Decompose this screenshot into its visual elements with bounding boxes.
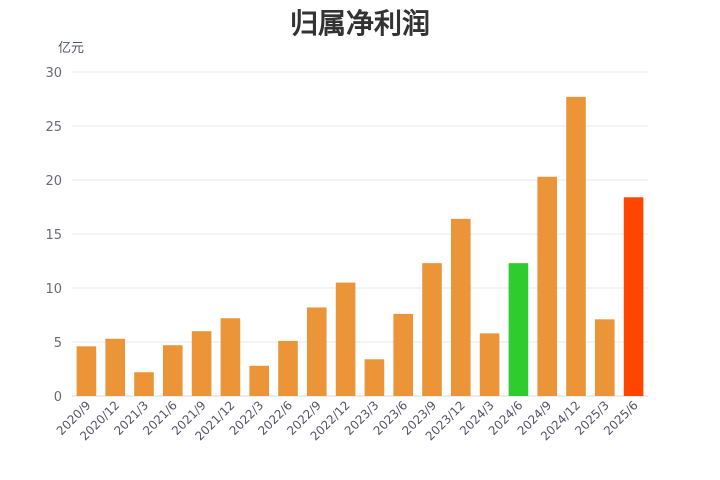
y-tick-label: 25	[45, 120, 62, 135]
y-tick-label: 5	[54, 336, 62, 351]
y-tick-label: 20	[45, 174, 62, 189]
bar-2020-12	[105, 338, 125, 396]
bar-2024-12	[566, 96, 586, 396]
bar-2024-9	[537, 176, 557, 396]
bar-2023-6	[393, 313, 413, 396]
y-axis-unit: 亿元	[58, 41, 84, 56]
y-tick-label: 30	[45, 66, 62, 81]
y-tick-label: 15	[45, 228, 62, 243]
bar-2025-6	[623, 197, 644, 396]
bar-2023-12	[451, 218, 471, 396]
bar-2021-3	[134, 372, 154, 396]
y-tick-label: 10	[45, 282, 62, 297]
chart-title: 归属净利润	[289, 7, 430, 40]
bar-2023-9	[422, 263, 442, 396]
bars	[76, 96, 644, 396]
bar-2022-3	[249, 365, 269, 396]
y-axis-ticks: 0 5 10 15 20 25 30	[45, 66, 62, 405]
bar-2021-12	[220, 318, 241, 396]
bar-2023-3	[364, 359, 385, 396]
bar-2021-9	[191, 331, 212, 396]
bar-2024-6	[508, 263, 529, 396]
bar-2021-6	[163, 345, 183, 396]
y-tick-label: 0	[54, 390, 62, 405]
bar-2022-9	[307, 307, 327, 396]
x-axis-ticks: 2020/92020/122021/32021/62021/92021/1220…	[54, 398, 641, 443]
bar-2022-6	[278, 340, 298, 396]
bar-2025-3	[595, 319, 615, 396]
bar-2020-9	[76, 346, 97, 396]
bar-2024-3	[479, 333, 500, 396]
bar-2022-12	[335, 282, 356, 396]
grid-lines	[72, 71, 648, 397]
